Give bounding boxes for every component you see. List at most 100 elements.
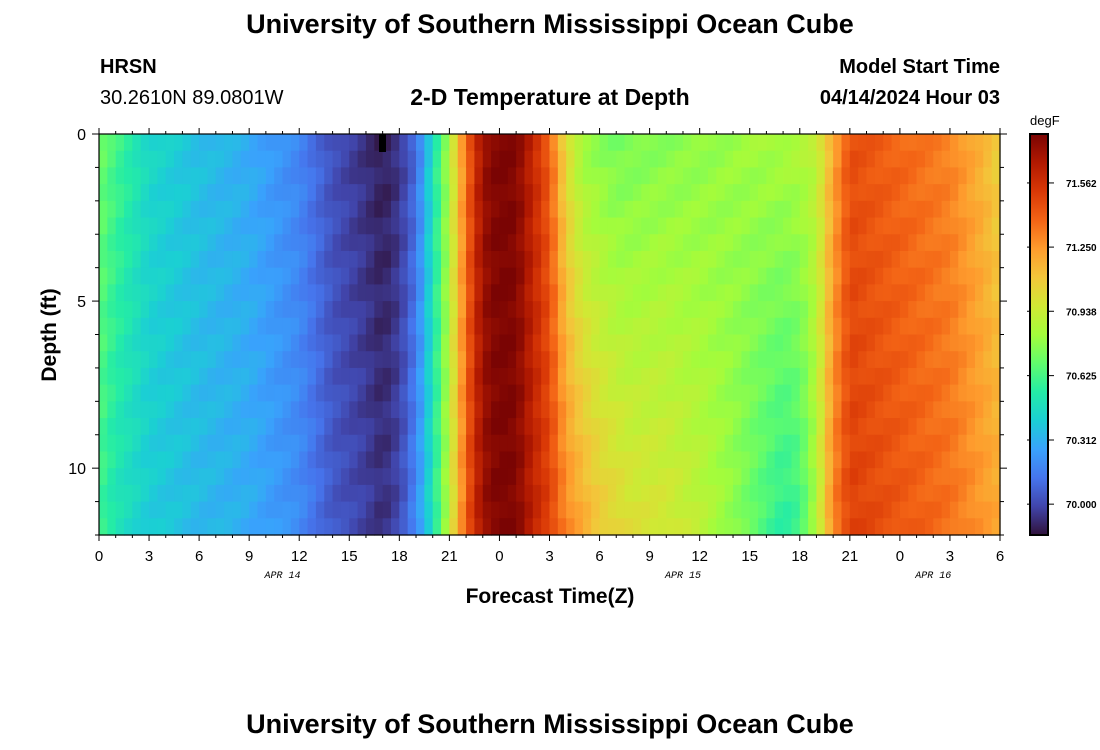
heatmap-cell	[557, 234, 567, 252]
heatmap-cell	[808, 167, 818, 185]
heatmap-cell	[340, 501, 350, 519]
heatmap-cell	[582, 167, 592, 185]
heatmap-cell	[591, 317, 601, 336]
heatmap-cell	[340, 518, 350, 536]
heatmap-cell	[783, 468, 793, 486]
heatmap-cell	[908, 184, 918, 202]
heatmap-cell	[99, 518, 108, 536]
heatmap-cell	[766, 518, 776, 536]
heatmap-cell	[315, 484, 325, 503]
heatmap-cell	[657, 451, 667, 469]
heatmap-cell	[132, 134, 142, 152]
heatmap-cell	[99, 418, 108, 436]
heatmap-cell	[974, 468, 984, 486]
heatmap-cell	[99, 267, 108, 285]
heatmap-cell	[941, 250, 951, 269]
heatmap-cell	[691, 217, 701, 235]
heatmap-cell	[307, 200, 317, 219]
heatmap-cell	[482, 184, 492, 202]
heatmap-cell	[365, 200, 375, 219]
heatmap-cell	[791, 217, 801, 235]
heatmap-cell	[124, 217, 133, 235]
heatmap-cell	[958, 401, 968, 419]
heatmap-cell	[691, 434, 701, 453]
heatmap-cell	[607, 150, 617, 169]
heatmap-cell	[315, 434, 325, 453]
heatmap-cell	[215, 401, 225, 419]
heatmap-cell	[724, 284, 734, 302]
heatmap-cell	[616, 267, 626, 285]
heatmap-cell	[407, 418, 417, 436]
heatmap-cell	[382, 384, 392, 402]
heatmap-cell	[157, 501, 167, 519]
heatmap-cell	[315, 134, 325, 152]
heatmap-cell	[332, 484, 342, 503]
heatmap-cell	[199, 134, 209, 152]
heatmap-cell	[582, 384, 592, 402]
heatmap-cell	[724, 134, 734, 152]
heatmap-cell	[682, 317, 692, 336]
heatmap-cell	[232, 317, 242, 336]
heatmap-cell	[416, 401, 425, 419]
heatmap-cell	[290, 501, 300, 519]
heatmap-cell	[249, 451, 259, 469]
heatmap-cell	[482, 167, 492, 185]
heatmap-cell	[883, 518, 893, 536]
heatmap-cell	[699, 150, 709, 169]
heatmap-cell	[340, 167, 350, 185]
heatmap-cell	[607, 384, 617, 402]
heatmap-cell	[132, 167, 142, 185]
heatmap-cell	[949, 150, 959, 169]
heatmap-cell	[416, 317, 425, 336]
heatmap-cell	[382, 518, 392, 536]
heatmap-cell	[966, 418, 976, 436]
heatmap-cell	[340, 150, 350, 169]
heatmap-cell	[466, 267, 476, 285]
heatmap-cell	[791, 401, 801, 419]
heatmap-cell	[758, 284, 767, 302]
heatmap-cell	[741, 451, 751, 469]
heatmap-cell	[624, 451, 634, 469]
heatmap-cell	[265, 234, 275, 252]
heatmap-cell	[883, 234, 893, 252]
heatmap-cell	[557, 434, 567, 453]
heatmap-cell	[883, 384, 893, 402]
heatmap-cell	[491, 284, 501, 302]
heatmap-cell	[816, 250, 826, 269]
heatmap-cell	[774, 501, 784, 519]
heatmap-cell	[916, 250, 926, 269]
heatmap-cell	[666, 284, 676, 302]
heatmap-cell	[491, 317, 501, 336]
heatmap-cell	[774, 250, 784, 269]
heatmap-cell	[824, 367, 834, 386]
heatmap-cell	[632, 501, 642, 519]
heatmap-cell	[407, 284, 417, 302]
heatmap-cell	[874, 317, 884, 336]
heatmap-cell	[99, 484, 108, 503]
heatmap-cell	[616, 418, 626, 436]
heatmap-cell	[482, 267, 492, 285]
heatmap-cell	[566, 200, 576, 219]
heatmap-cell	[766, 434, 776, 453]
heatmap-cell	[949, 434, 959, 453]
heatmap-cell	[908, 468, 918, 486]
heatmap-cell	[157, 167, 167, 185]
heatmap-cell	[382, 334, 392, 352]
heatmap-cell	[599, 234, 609, 252]
heatmap-cell	[582, 484, 592, 503]
heatmap-cell	[924, 518, 934, 536]
heatmap-cell	[224, 150, 234, 169]
heatmap-cell	[941, 484, 951, 503]
heatmap-cell	[741, 167, 751, 185]
heatmap-cell	[365, 501, 375, 519]
heatmap-cell	[199, 518, 209, 536]
heatmap-cell	[632, 367, 642, 386]
heatmap-cell	[766, 401, 776, 419]
heatmap-cell	[215, 434, 225, 453]
heatmap-cell	[949, 317, 959, 336]
heatmap-cell	[165, 401, 175, 419]
heatmap-cell	[365, 134, 375, 152]
heatmap-cell	[407, 301, 417, 319]
heatmap-cell	[466, 301, 476, 319]
